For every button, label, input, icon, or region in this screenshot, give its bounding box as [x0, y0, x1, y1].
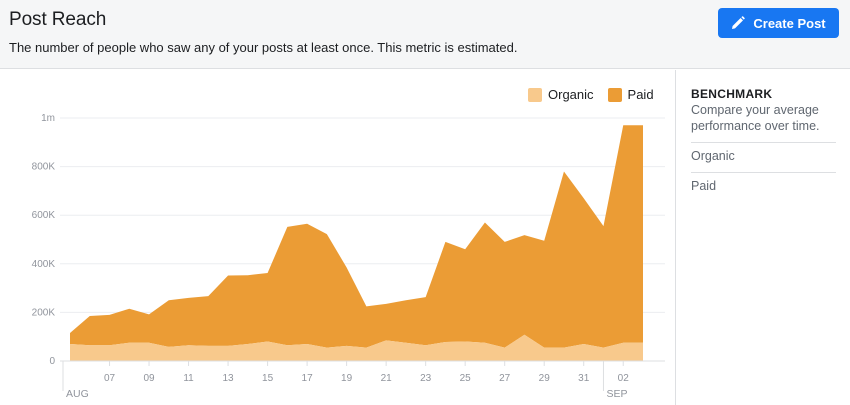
- x-tick-label: 25: [460, 373, 472, 384]
- y-tick-label: 1m: [41, 113, 55, 124]
- x-tick-label: 21: [381, 373, 393, 384]
- month-label: AUG: [66, 388, 89, 400]
- x-tick-label: 27: [499, 373, 511, 384]
- x-tick-label: 23: [420, 373, 432, 384]
- y-tick-label: 0: [49, 356, 55, 367]
- pencil-icon: [731, 16, 746, 30]
- y-tick-label: 600K: [32, 210, 56, 221]
- x-tick-label: 15: [262, 373, 274, 384]
- legend-item-paid[interactable]: Paid: [607, 87, 654, 102]
- x-tick-label: 09: [143, 373, 155, 384]
- benchmark-option-organic[interactable]: Organic: [691, 142, 836, 163]
- y-tick-label: 800K: [32, 162, 56, 173]
- benchmark-option-paid[interactable]: Paid: [691, 172, 836, 193]
- legend-label-organic: Organic: [548, 87, 594, 102]
- page-header: Post Reach The number of people who saw …: [0, 0, 850, 69]
- page-subtitle: The number of people who saw any of your…: [9, 40, 518, 55]
- x-tick-label: 19: [341, 373, 353, 384]
- legend-swatch-organic: [528, 87, 542, 102]
- month-label: SEP: [606, 388, 627, 400]
- benchmark-title: BENCHMARK: [691, 87, 773, 101]
- post-reach-chart: 0 200K 400K 600K 800K 1m 07 09 11 13 15 17 19 21 23 25 2…: [0, 70, 675, 405]
- legend-label-paid: Paid: [627, 87, 654, 102]
- page-title: Post Reach: [9, 9, 107, 30]
- series-area-organic: [70, 334, 643, 361]
- chart-legend: Organic Paid: [528, 87, 654, 102]
- x-tick-label: 02: [618, 373, 630, 384]
- x-tick-label: 17: [302, 373, 314, 384]
- legend-item-organic[interactable]: Organic: [528, 87, 594, 102]
- benchmark-description: Compare your average performance over ti…: [691, 103, 820, 133]
- x-tick-label: 31: [578, 373, 590, 384]
- x-tick-label: 07: [104, 373, 116, 384]
- legend-swatch-paid: [607, 87, 622, 102]
- series-area-paid: [70, 125, 643, 348]
- x-tick-label: 29: [539, 373, 551, 384]
- create-post-button[interactable]: Create Post: [718, 8, 839, 38]
- benchmark-panel: BENCHMARK Compare your average performan…: [675, 70, 850, 405]
- y-tick-label: 200K: [32, 307, 56, 318]
- y-tick-label: 400K: [32, 259, 56, 270]
- x-tick-label: 13: [223, 373, 235, 384]
- x-tick-label: 11: [183, 373, 194, 384]
- create-post-label: Create Post: [753, 15, 826, 31]
- chart-svg: 0 200K 400K 600K 800K 1m 07 09 11 13 15 17 19 21 23 25 2…: [32, 113, 665, 400]
